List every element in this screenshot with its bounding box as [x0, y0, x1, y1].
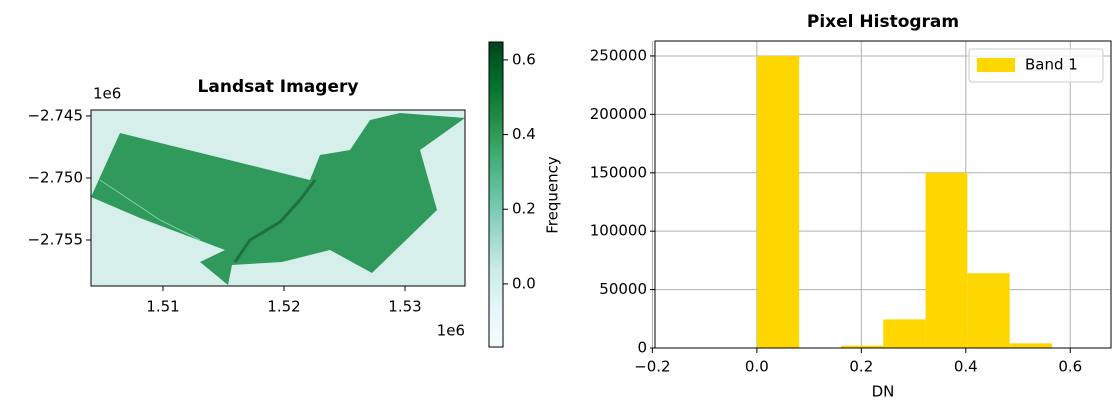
x-tick-label: 0.4 — [954, 358, 978, 376]
bar — [1009, 343, 1052, 348]
y-offset: 1e6 — [93, 85, 121, 103]
bar — [967, 273, 1010, 348]
hist-title: Pixel Histogram — [807, 12, 959, 32]
x-axis-label: DN — [872, 383, 895, 401]
y-tick-label: 50000 — [599, 280, 647, 298]
colorbar-tick-label: 0.6 — [512, 50, 536, 68]
x-tick-label: 1.51 — [146, 298, 179, 316]
bar — [840, 345, 884, 348]
map-frame — [90, 109, 466, 287]
colorbar — [488, 41, 504, 348]
legend-label: Band 1 — [1025, 56, 1078, 74]
y-tick-label: 100000 — [590, 222, 647, 240]
y-tick-label: −2.755 — [27, 230, 83, 248]
bar — [883, 319, 926, 348]
map-title: Landsat Imagery — [198, 77, 359, 97]
y-axis-label: Frequency — [544, 156, 562, 234]
colorbar-tick-label: 0.0 — [512, 274, 536, 292]
axes-frame — [654, 40, 1112, 349]
x-tick-label: 1.52 — [267, 298, 300, 316]
map-footprint — [91, 113, 465, 285]
x-tick-label: 1.53 — [388, 298, 421, 316]
x-tick-label: −0.2 — [634, 358, 670, 376]
colorbar-tick-label: 0.2 — [512, 200, 536, 218]
y-tick-label: 0 — [637, 339, 647, 357]
bar — [925, 172, 968, 348]
y-tick-label: 250000 — [590, 46, 647, 64]
y-tick-label: −2.750 — [27, 168, 83, 186]
y-tick-label: −2.745 — [27, 106, 83, 124]
x-tick-label: 0.2 — [849, 358, 873, 376]
x-offset: 1e6 — [437, 322, 465, 340]
x-tick-label: 0.6 — [1058, 358, 1082, 376]
river — [233, 179, 317, 263]
y-tick-label: 200000 — [590, 105, 647, 123]
y-tick-label: 150000 — [590, 163, 647, 181]
road — [99, 179, 201, 241]
colorbar-tick-label: 0.4 — [512, 125, 536, 143]
legend-swatch — [977, 58, 1015, 72]
bar — [756, 55, 800, 348]
legend-box — [968, 48, 1104, 83]
x-tick-label: 0.0 — [745, 358, 769, 376]
